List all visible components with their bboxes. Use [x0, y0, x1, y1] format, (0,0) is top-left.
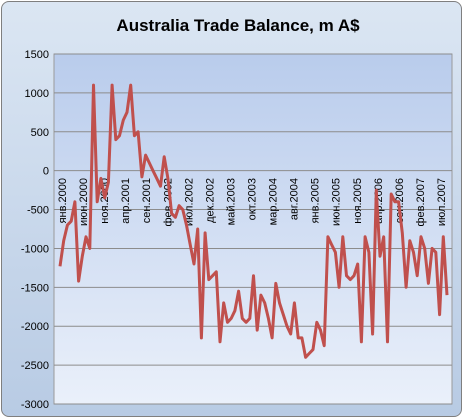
x-tick-label: сен.2001	[141, 178, 153, 223]
x-tick-label: июл.2002	[183, 178, 195, 226]
x-tick-label: июн.2000	[78, 178, 90, 226]
x-tick-label: фев.2007	[415, 178, 427, 227]
x-tick-label: ноя.2005	[352, 178, 364, 224]
y-tick-label: 1000	[25, 88, 49, 100]
y-tick-label: -2000	[21, 321, 49, 333]
x-tick-label: окт.2003	[247, 178, 259, 220]
plot-area	[53, 53, 453, 405]
x-tick-label: янв.2005	[310, 178, 322, 223]
y-tick-label: 0	[43, 166, 49, 178]
series-line	[58, 83, 449, 359]
y-tick-label: 1500	[25, 49, 49, 61]
x-tick-label: май.2003	[225, 178, 237, 225]
x-tick-label: авг.2004	[289, 178, 301, 220]
y-tick-label: -500	[27, 205, 49, 217]
x-tick-label: янв.2000	[57, 178, 69, 223]
x-tick-label: дек.2002	[204, 178, 216, 223]
y-tick-label: -1500	[21, 282, 49, 294]
x-tick-label: июн.2005	[331, 178, 343, 226]
x-tick-label: мар.2004	[268, 178, 280, 225]
x-tick-label: сен.2006	[394, 178, 406, 223]
x-tick-label: апр.2001	[120, 178, 132, 224]
y-tick-label: -2500	[21, 360, 49, 372]
y-tick-label: 500	[31, 127, 49, 139]
y-tick-label: -1000	[21, 243, 49, 255]
y-tick-label: -3000	[21, 399, 49, 411]
x-tick-label: июл.2007	[436, 178, 448, 226]
chart-title: Australia Trade Balance, m A$	[116, 16, 360, 35]
